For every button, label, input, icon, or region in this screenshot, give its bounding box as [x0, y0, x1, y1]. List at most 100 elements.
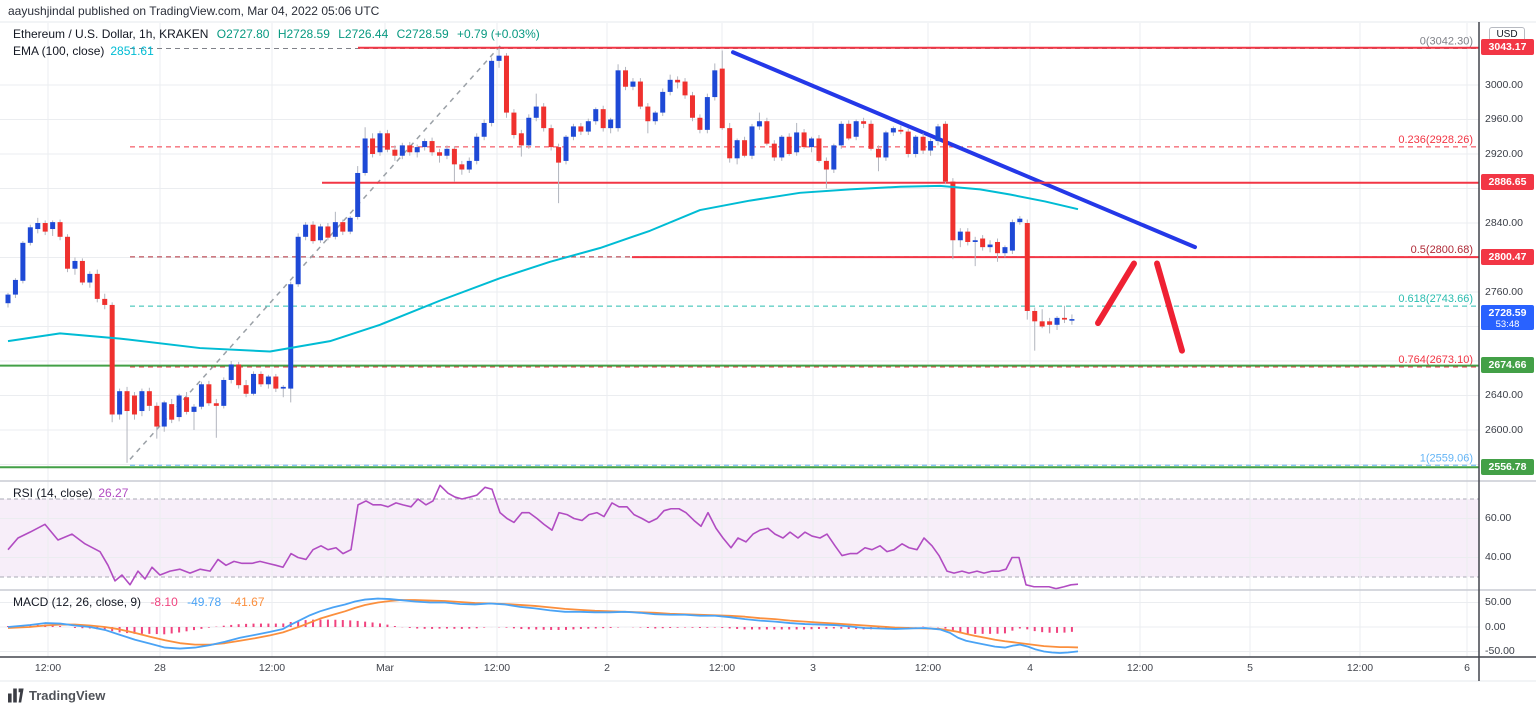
candle-down [875, 148, 881, 158]
candle-down [340, 222, 346, 232]
candle-up [585, 121, 591, 132]
alert-lines[interactable] [0, 46, 1479, 469]
price-badge: 2800.47 [1481, 248, 1534, 265]
candle-down [764, 121, 770, 144]
time-tick-label: 2 [604, 662, 610, 674]
fib-level-label: 0(3042.30) [1420, 36, 1473, 48]
candle-down [920, 136, 926, 151]
candle-up [50, 222, 56, 230]
candle-down [1047, 321, 1053, 325]
candle-up [712, 70, 718, 98]
candle-down [429, 141, 435, 153]
candle-up [1054, 317, 1060, 325]
candle-up [72, 260, 78, 269]
candle-up [139, 391, 145, 412]
candle-down [675, 79, 681, 83]
candle-down [846, 123, 852, 139]
candle-up [1009, 222, 1015, 251]
tradingview-attribution[interactable]: TradingView [8, 688, 105, 703]
gridlines [0, 23, 1479, 657]
drawn-strokes[interactable] [1095, 260, 1185, 354]
macd-legend[interactable]: MACD (12, 26, close, 9) -8.10 -49.78 -41… [13, 595, 265, 609]
time-tick-label: 4 [1027, 662, 1033, 674]
candle-up [176, 395, 182, 418]
rsi-value: 26.27 [98, 486, 129, 500]
price-tick-label: 2920.00 [1485, 147, 1523, 160]
candle-down [1024, 223, 1030, 311]
candle-up [838, 123, 844, 146]
price-tick-label: 2960.00 [1485, 113, 1523, 125]
time-tick-label: Mar [375, 662, 395, 674]
candle-down [995, 241, 1001, 254]
candle-down [310, 224, 316, 242]
candle-down [823, 160, 829, 170]
candle-up [198, 384, 204, 407]
candle-down [1039, 321, 1045, 327]
candle-up [1017, 218, 1023, 223]
fib-level-label: 0.764(2673.10) [1398, 354, 1473, 366]
candle-down [578, 126, 584, 132]
candle-up [87, 273, 93, 283]
candle-up [251, 373, 257, 394]
time-tick-label: 12:00 [914, 662, 942, 674]
price-axis[interactable]: USD 3000.00 2960.00 2920.00 2840.00 2760.00 2… [1479, 22, 1536, 681]
candle-up [355, 172, 361, 217]
candle-down [742, 140, 748, 156]
candle-up [35, 223, 41, 230]
fib-level-label: 0.5(2800.68) [1411, 244, 1473, 256]
candle-up [667, 79, 673, 92]
candle-up [474, 136, 480, 161]
candle-down [980, 238, 986, 248]
rsi-line [7, 484, 1079, 590]
candle-down [1032, 310, 1038, 322]
ohlc-low: L2726.44 [338, 27, 389, 41]
blue-trendline [731, 50, 1197, 250]
macd-label: MACD (12, 26, close, 9) [13, 595, 142, 609]
candle-down [124, 391, 130, 412]
price-tick-label: 2600.00 [1485, 423, 1523, 436]
candle-up [422, 141, 428, 148]
candle-up [117, 391, 123, 415]
candle-down [146, 391, 152, 406]
candle-down [898, 129, 904, 132]
candle-up [288, 284, 294, 389]
candle-down [645, 106, 651, 122]
candle-down [243, 385, 249, 394]
price-tick-label: 2760.00 [1485, 285, 1523, 298]
candle-down [325, 226, 331, 238]
symbol-legend[interactable]: Ethereum / U.S. Dollar, 1h, KRAKEN O2727… [13, 27, 540, 41]
price-tick-label: 2640.00 [1485, 389, 1523, 401]
candle-up [831, 145, 837, 170]
candle-up [191, 406, 197, 412]
candle-down [451, 148, 457, 165]
rsi-legend[interactable]: RSI (14, close) 26.27 [13, 486, 128, 500]
candle-up [12, 279, 18, 295]
price-badge: 3043.17 [1481, 39, 1534, 56]
candle-up [280, 386, 286, 389]
candle-up [794, 132, 800, 153]
fib-level-label: 0.236(2928.26) [1398, 134, 1473, 146]
price-badge: 2674.66 [1481, 357, 1534, 374]
fib-retracement-tool[interactable]: 0(3042.30) 0.236(2928.26) 0.5(2800.68) 0.61… [130, 36, 1479, 466]
macd-tick-label: -50.00 [1485, 645, 1515, 657]
candle-down [213, 403, 219, 406]
candle-down [154, 405, 160, 427]
ema-legend[interactable]: EMA (100, close) 2851.61 [13, 44, 154, 58]
candle-up [332, 222, 338, 237]
time-axis[interactable]: 12:00 28 12:00 Mar 12:00 2 12:00 3 12:00 4 12:00 5 1… [0, 658, 1479, 681]
candle-down [511, 112, 517, 136]
fib-level-label: 1(2559.06) [1420, 452, 1473, 464]
time-tick-label: 12:00 [258, 662, 286, 674]
candle-down [184, 397, 190, 412]
time-tick-label: 12:00 [708, 662, 736, 674]
candle-up [533, 106, 539, 118]
candle-up [734, 140, 740, 159]
candle-up [809, 138, 815, 148]
candle-up [526, 117, 532, 146]
candle-up [27, 227, 33, 243]
candle-up [608, 119, 614, 129]
candle-down [258, 373, 264, 385]
candle-up [913, 136, 919, 154]
trendlines[interactable] [129, 42, 1197, 460]
